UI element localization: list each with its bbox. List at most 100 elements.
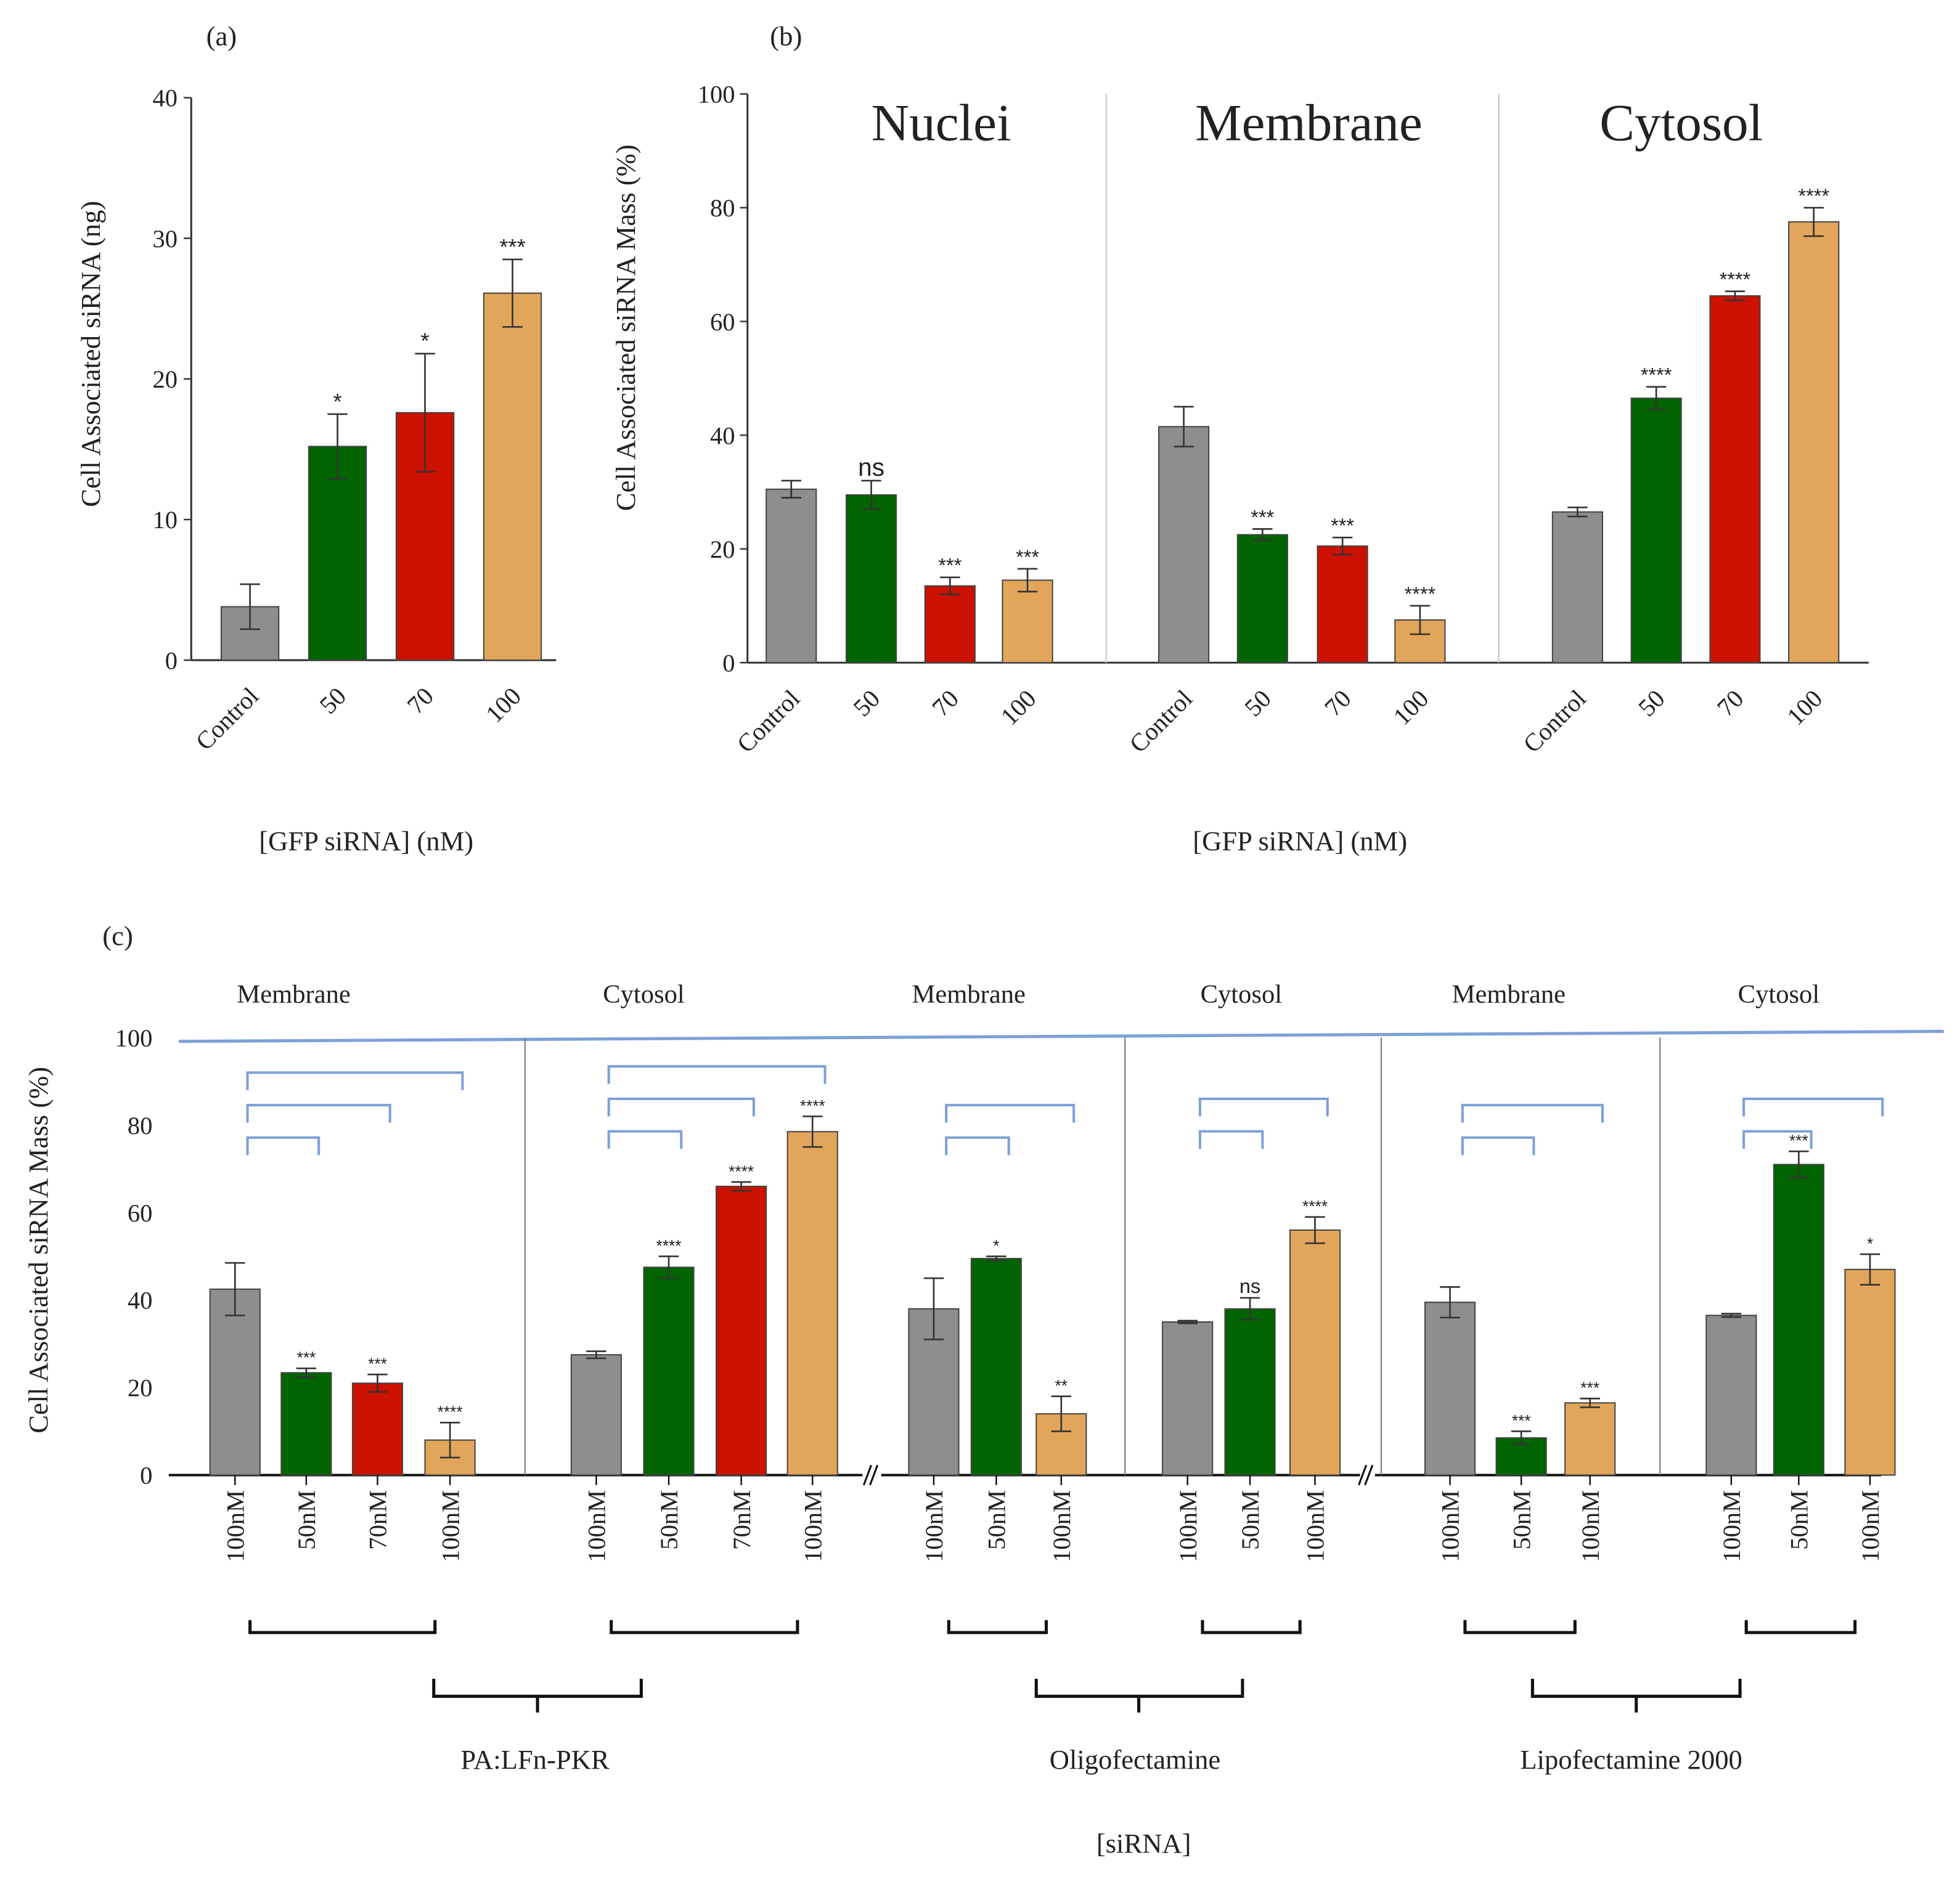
x-tick-label: 70: [1319, 685, 1356, 722]
x-tick-label: 70: [1712, 685, 1749, 722]
y-tick-label: 40: [128, 1287, 153, 1315]
reagent-brace: [432, 1679, 643, 1713]
x-tick-label: Control: [1124, 685, 1198, 758]
y-tick-label: 60: [710, 308, 735, 336]
y-tick-label: 100: [115, 1024, 153, 1052]
x-tick-label: 100nM: [920, 1490, 948, 1562]
x-tick-label: Control: [1518, 685, 1591, 758]
x-tick-label: 50nM: [293, 1490, 321, 1550]
fraction-bracket: [1744, 1620, 1857, 1634]
x-tick-label: 100: [1388, 685, 1434, 731]
x-tick-label: 70nM: [728, 1490, 756, 1550]
bar-c-membrane-100nM: [1564, 1402, 1616, 1476]
x-tick-label: 100: [1781, 685, 1827, 731]
x-tick-label: 100nM: [1577, 1490, 1604, 1562]
x-tick-label: 70: [926, 685, 963, 722]
x-tick-label: 50: [848, 685, 885, 722]
fraction-bracket: [1201, 1620, 1302, 1634]
bar-c-membrane-70nM: [351, 1382, 404, 1476]
x-tick-label: 50: [1633, 685, 1670, 722]
panel-label-b: (b): [770, 20, 802, 51]
significance-label: ***: [1251, 506, 1274, 528]
y-tick-label: 10: [152, 506, 178, 534]
comparison-bracket: [1461, 1136, 1535, 1156]
reagent-label: Oligofectamine: [1050, 1744, 1220, 1775]
significance-label: ***: [296, 1348, 316, 1367]
bar-c-cytosol-50nM: [1224, 1308, 1276, 1476]
x-tick-label: 70: [402, 682, 439, 719]
y-tick-label: 20: [710, 536, 735, 563]
bar-b-membrane-70: [1317, 545, 1368, 664]
bar-b-cytosol-50: [1630, 398, 1682, 664]
x-axis-label: [GFP siRNA] (nM): [259, 825, 473, 856]
significance-label: ****: [800, 1096, 825, 1115]
significance-label: ns: [858, 453, 884, 481]
bar-c-cytosol-100nM: [1289, 1229, 1341, 1476]
x-tick-label: 100nM: [1718, 1490, 1746, 1562]
bar-b-membrane-Control: [1158, 426, 1210, 664]
significance-label: ***: [499, 234, 526, 259]
x-tick-label: 100nM: [1174, 1490, 1202, 1562]
axis-break-mark: [862, 1464, 872, 1486]
group-title-membrane: Membrane: [912, 980, 1026, 1009]
y-tick-label: 60: [128, 1199, 153, 1227]
x-tick-label: 50nM: [1508, 1490, 1535, 1550]
fraction-bracket: [610, 1620, 799, 1634]
significance-label: ****: [1302, 1197, 1328, 1216]
x-axis-label: [siRNA]: [1096, 1828, 1191, 1859]
bar-c-membrane-50nM: [970, 1258, 1022, 1476]
significance-label: ***: [1016, 546, 1039, 568]
y-tick-label: 0: [140, 1462, 152, 1490]
group-title-membrane: Membrane: [1195, 94, 1423, 152]
bar-c-cytosol-100nM: [1162, 1321, 1214, 1476]
comparison-bracket: [1198, 1130, 1264, 1149]
bar-c-membrane-100nM: [1424, 1302, 1476, 1476]
comparison-bracket: [246, 1136, 321, 1156]
group-title-membrane: Membrane: [1452, 980, 1566, 1009]
x-tick-label: 100nM: [799, 1490, 827, 1562]
fraction-bracket: [248, 1620, 437, 1634]
y-tick-label: 0: [722, 649, 735, 677]
x-tick-label: 100nM: [221, 1490, 249, 1562]
significance-label: ***: [1331, 515, 1354, 537]
bar-b-nuclei-100: [1002, 579, 1053, 664]
comparison-bracket: [607, 1097, 755, 1117]
significance-label: *: [1867, 1234, 1873, 1253]
x-tick-label: 100: [480, 682, 526, 728]
axis-break-mark: [1358, 1464, 1368, 1486]
significance-label: ****: [1720, 269, 1751, 291]
x-tick-label: Control: [732, 685, 805, 758]
x-tick-label: 100nM: [1856, 1490, 1884, 1562]
comparison-bracket: [607, 1065, 827, 1084]
reagent-brace: [1034, 1679, 1244, 1713]
x-tick-label: 70nM: [364, 1490, 392, 1550]
y-tick-label: 80: [128, 1112, 153, 1140]
bar-c-membrane-100nM: [209, 1288, 261, 1476]
group-title-cytosol: Cytosol: [603, 980, 685, 1009]
fraction-bracket: [1463, 1620, 1577, 1634]
y-axis-label: Cell Associated siRNA Mass (%): [23, 1067, 54, 1433]
significance-label: ****: [1641, 364, 1672, 386]
bar-c-cytosol-100nM: [786, 1131, 838, 1476]
y-tick-label: 80: [710, 194, 735, 222]
bar-c-cytosol-100nM: [1705, 1315, 1757, 1476]
significance-label: ****: [1405, 583, 1436, 605]
bar-b-nuclei-70: [924, 585, 976, 664]
bar-b-cytosol-Control: [1551, 511, 1603, 664]
significance-label: ****: [656, 1236, 681, 1255]
bar-c-cytosol-50nM: [1773, 1164, 1824, 1476]
bar-b-cytosol-70: [1709, 295, 1761, 664]
significance-label: ****: [729, 1162, 754, 1181]
y-axis-label: Cell Associated siRNA (ng): [75, 201, 106, 507]
significance-label: ***: [368, 1355, 387, 1373]
axis-break-mark: [1364, 1464, 1374, 1486]
bar-b-nuclei-50: [845, 494, 897, 664]
panel-label-a: (a): [206, 20, 237, 51]
significance-label: ***: [938, 555, 962, 577]
group-title-cytosol: Cytosol: [1738, 980, 1820, 1009]
comparison-bracket: [1461, 1104, 1604, 1123]
significance-label: *: [993, 1236, 999, 1255]
significance-label: ****: [1798, 185, 1829, 207]
bar-c-cytosol-100nM: [1844, 1268, 1896, 1476]
x-tick-label: 50: [314, 682, 351, 719]
